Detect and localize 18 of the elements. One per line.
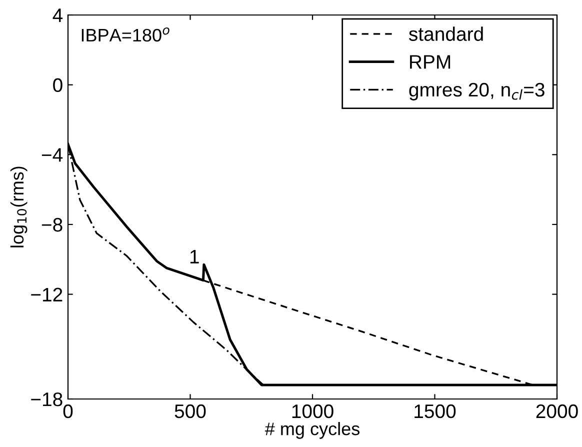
annotation: IBPA=180$^{o}$: [82, 27, 170, 42]
x-axis-title: # mg cycles: [264, 422, 360, 439]
x-tick-label: 0: [63, 404, 73, 418]
y-tick-label: −4: [42, 148, 63, 162]
y-tick-label: −12: [31, 288, 62, 302]
y-axis-title: log$_{10}$(rms): [10, 166, 28, 248]
y-tick-label: 0: [53, 78, 62, 92]
x-tick-label: 1500: [414, 404, 456, 418]
legend-label: standard: [408, 26, 483, 41]
x-tick-label: 2000: [536, 404, 578, 418]
y-tick-label: −18: [31, 392, 62, 406]
y-tick-label: 4: [52, 8, 63, 22]
y-tick-label: −8: [42, 218, 62, 232]
x-tick-label: 500: [174, 404, 206, 418]
legend-label: RPM: [410, 55, 450, 69]
legend-label: gmres 20, n$_{cl}$=3: [409, 82, 544, 100]
x-tick-label: 1000: [292, 404, 334, 418]
annotation: 1: [190, 250, 199, 264]
